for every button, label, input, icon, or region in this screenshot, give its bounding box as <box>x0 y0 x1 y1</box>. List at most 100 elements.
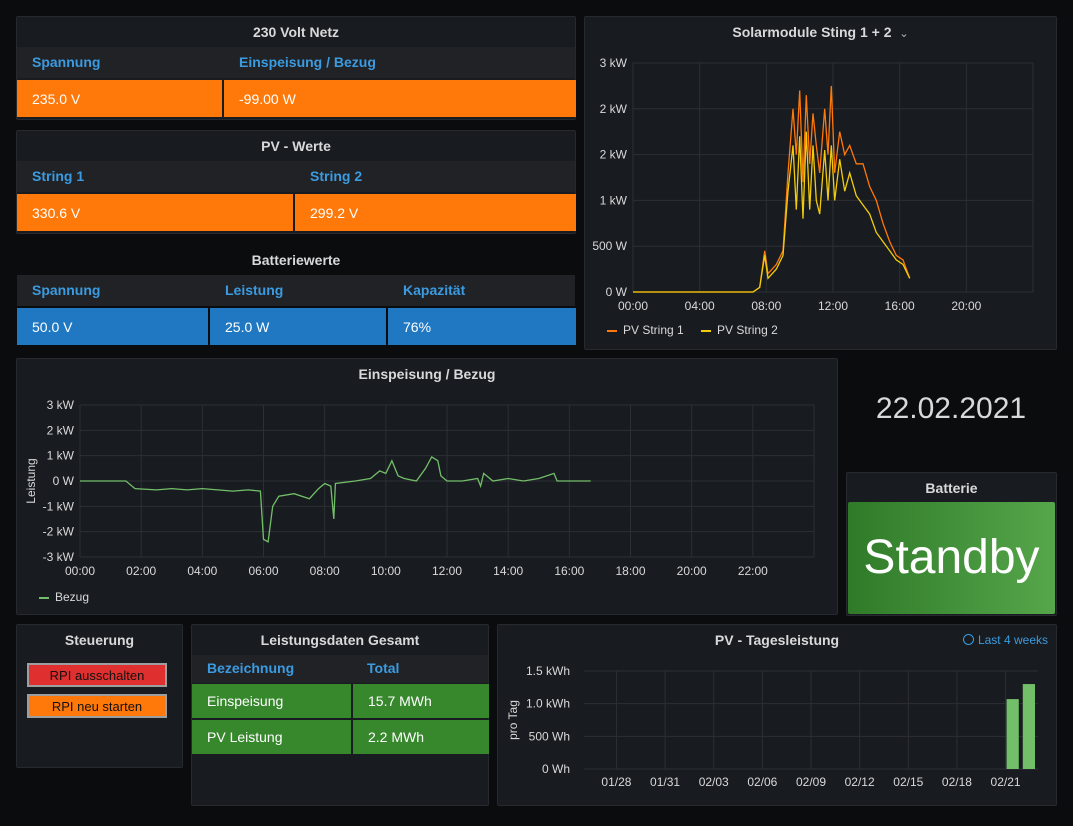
x-tick-label: 01/31 <box>650 775 680 789</box>
x-tick-label: 20:00 <box>677 564 707 578</box>
x-tick-label: 02/06 <box>747 775 777 789</box>
x-tick-label: 10:00 <box>371 564 401 578</box>
panel-title: Batteriewerte <box>251 252 341 268</box>
panel-title: Leistungsdaten Gesamt <box>260 632 420 648</box>
value-kapazitaet: 76% <box>388 308 576 345</box>
x-tick-label: 02/21 <box>991 775 1021 789</box>
x-tick-label: 02/09 <box>796 775 826 789</box>
x-tick-label: 12:00 <box>432 564 462 578</box>
x-tick-label: 04:00 <box>685 299 715 313</box>
x-tick-label: 20:00 <box>951 299 981 313</box>
x-tick-label: 02/03 <box>699 775 729 789</box>
battery-status-text: Standby <box>863 531 1040 584</box>
header-total[interactable]: Total <box>367 660 400 676</box>
header-string-1[interactable]: String 1 <box>32 168 85 184</box>
header-string-2[interactable]: String 2 <box>310 168 363 184</box>
panel-control: Steuerung RPI ausschalten RPI neu starte… <box>16 624 183 768</box>
panel-title: Steuerung <box>64 632 135 648</box>
y-tick-label: 0 W <box>53 474 75 488</box>
solar-line-chart: 0 W 500 W 1 kW 2 kW 2 kW 3 kW 00:00 04:00 08:00 1… <box>592 56 1034 313</box>
y-tick-label: 0 Wh <box>542 762 570 776</box>
x-tick-label: 02/18 <box>942 775 972 789</box>
panel-title[interactable]: Einspeisung / Bezug <box>358 366 496 382</box>
panel-solar-chart: Solarmodule Sting 1 + 2 ⌄ 0 W 500 W 1 kW 2 … <box>584 16 1057 350</box>
y-tick-label: 2 kW <box>600 102 628 116</box>
y-tick-label: 1.0 kWh <box>526 697 570 711</box>
x-tick-label: 06:00 <box>248 564 278 578</box>
x-tick-label: 00:00 <box>618 299 648 313</box>
y-axis-label: Leistung <box>24 458 38 503</box>
series-line-bezug <box>80 455 591 543</box>
x-tick-label: 12:00 <box>818 299 848 313</box>
x-tick-label: 18:00 <box>615 564 645 578</box>
x-tick-label: 02/15 <box>893 775 923 789</box>
chart-title: Solarmodule Sting 1 + 2 <box>732 24 892 40</box>
chart-legend: PV String 1 PV String 2 <box>607 323 778 337</box>
header-einspeisung[interactable]: Einspeisung / Bezug <box>239 54 376 70</box>
bezug-line-chart: -3 kW -2 kW -1 kW 0 W 1 kW 2 kW 3 kW 00:00 02:00… <box>24 398 815 578</box>
panel-title: Batterie <box>925 480 978 496</box>
y-axis-label: pro Tag <box>506 700 520 740</box>
value-string-2: 299.2 V <box>295 194 576 231</box>
value-spannung: 235.0 V <box>17 80 222 117</box>
panel-title[interactable]: PV - Tagesleistung <box>714 632 840 648</box>
y-tick-label: 500 Wh <box>529 729 570 743</box>
panel-title: PV - Werte <box>261 138 331 154</box>
table-row-einspeisung-value: 15.7 MWh <box>353 684 489 718</box>
daily-bar-chart: 0 Wh 500 Wh 1.0 kWh 1.5 kWh 01/28 01/31 02/03 0… <box>506 664 1038 789</box>
x-tick-label: 22:00 <box>738 564 768 578</box>
series-line-pv-string-1 <box>633 85 911 293</box>
y-tick-label: -2 kW <box>43 525 75 539</box>
y-tick-label: -1 kW <box>43 499 75 513</box>
panel-title[interactable]: Solarmodule Sting 1 + 2 ⌄ <box>585 17 1056 47</box>
chevron-down-icon[interactable]: ⌄ <box>899 28 909 40</box>
series-line-pv-string-2 <box>633 131 911 293</box>
x-tick-label: 14:00 <box>493 564 523 578</box>
x-tick-label: 04:00 <box>187 564 217 578</box>
panel-battery-values: Batteriewerte Spannung Leistung Kapazitä… <box>16 244 576 348</box>
x-tick-label: 16:00 <box>885 299 915 313</box>
time-range-label: Last 4 weeks <box>977 633 1048 647</box>
chart-legend: Bezug <box>39 590 89 604</box>
x-tick-label: 08:00 <box>751 299 781 313</box>
x-tick-label: 16:00 <box>554 564 584 578</box>
y-tick-label: 0 W <box>606 285 628 299</box>
rpi-shutdown-button[interactable]: RPI ausschalten <box>27 663 167 687</box>
value-einspeisung: -99.00 W <box>224 80 576 117</box>
x-tick-label: 02/12 <box>845 775 875 789</box>
panel-bezug-chart: Einspeisung / Bezug -3 kW -2 kW -1 kW 0 W 1 … <box>16 358 838 615</box>
battery-status-value: Standby <box>848 502 1055 614</box>
date-display: 22.02.2021 <box>875 392 1027 425</box>
table-header: String 1 String 2 <box>17 161 575 192</box>
y-tick-label: 3 kW <box>600 56 628 70</box>
bar <box>1006 699 1019 769</box>
header-spannung[interactable]: Spannung <box>32 54 101 70</box>
panel-pv: PV - Werte String 1 String 2 330.6 V 299… <box>16 130 576 234</box>
y-tick-label: -3 kW <box>43 550 75 564</box>
panel-title: 230 Volt Netz <box>252 24 340 40</box>
bar <box>1022 684 1035 769</box>
value-leistung: 25.0 W <box>210 308 386 345</box>
x-tick-label: 01/28 <box>601 775 631 789</box>
header-kapazitaet[interactable]: Kapazität <box>403 282 466 298</box>
table-row-einspeisung-label: Einspeisung <box>192 684 351 718</box>
legend-item-bezug[interactable]: Bezug <box>39 590 89 604</box>
header-bezeichnung[interactable]: Bezeichnung <box>207 660 295 676</box>
y-tick-label: 500 W <box>592 239 627 253</box>
y-tick-label: 2 kW <box>47 423 75 437</box>
legend-item-pv-string-2[interactable]: PV String 2 <box>701 323 778 337</box>
legend-item-pv-string-1[interactable]: PV String 1 <box>607 323 684 337</box>
panel-daily-chart: PV - Tagesleistung Last 4 weeks 0 Wh 500 … <box>497 624 1057 806</box>
y-tick-label: 1 kW <box>47 449 75 463</box>
header-leistung[interactable]: Leistung <box>225 282 284 298</box>
y-tick-label: 2 kW <box>600 148 628 162</box>
rpi-restart-button[interactable]: RPI neu starten <box>27 694 167 718</box>
header-spannung[interactable]: Spannung <box>32 282 101 298</box>
clock-icon <box>962 634 974 645</box>
time-range-link[interactable]: Last 4 weeks <box>962 633 1048 647</box>
table-row-pv-value: 2.2 MWh <box>353 720 489 754</box>
value-string-1: 330.6 V <box>17 194 293 231</box>
y-tick-label: 1 kW <box>600 193 628 207</box>
table-row-pv-label: PV Leistung <box>192 720 351 754</box>
x-tick-label: 00:00 <box>65 564 95 578</box>
